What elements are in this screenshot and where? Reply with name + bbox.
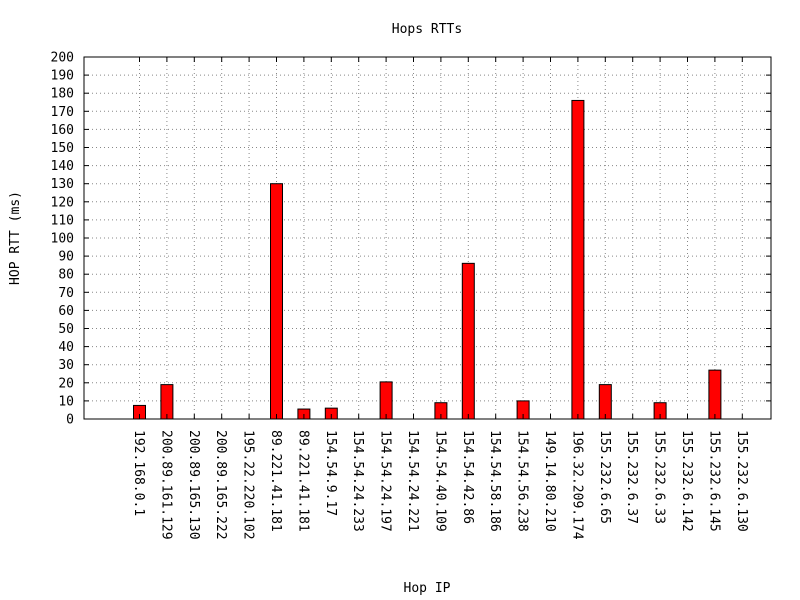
y-tick-label: 150 — [51, 141, 74, 156]
x-axis-label: Hop IP — [404, 581, 451, 596]
x-tick-label: 155.232.6.145 — [706, 430, 721, 532]
bar — [160, 384, 174, 420]
y-tick-label: 0 — [66, 413, 74, 428]
y-tick-label: 110 — [51, 213, 74, 228]
x-tick-label: 155.232.6.37 — [624, 430, 639, 524]
y-tick-label: 90 — [58, 250, 74, 265]
y-axis-ticks: 0 10 20 30 40 50 60 70 80 90 100 110 120 130 140 150 160… — [51, 51, 771, 428]
x-tick-label: 200.89.161.129 — [158, 430, 173, 540]
y-tick-label: 50 — [58, 322, 74, 337]
y-axis-label: HOP RTT (ms) — [8, 191, 23, 285]
y-tick-label: 200 — [51, 51, 74, 66]
x-tick-label: 155.232.6.142 — [679, 430, 694, 532]
x-tick-label: 154.54.24.233 — [350, 430, 365, 532]
x-tick-label: 200.89.165.130 — [186, 430, 201, 540]
x-tick-label: 155.232.6.33 — [652, 430, 667, 524]
y-tick-label: 70 — [58, 286, 74, 301]
y-tick-label: 130 — [51, 177, 74, 192]
x-tick-label: 155.232.6.65 — [597, 430, 612, 524]
y-tick-label: 190 — [51, 69, 74, 84]
y-tick-label: 170 — [51, 105, 74, 120]
x-tick-label: 154.54.24.197 — [378, 430, 393, 532]
bar — [461, 262, 475, 420]
x-axis-ticks: 192.168.0.1 200.89.161.129 200.89.165.130 2… — [131, 57, 749, 540]
y-tick-label: 120 — [51, 195, 74, 210]
bar — [708, 369, 722, 420]
x-tick-label: 192.168.0.1 — [131, 430, 146, 516]
bar — [598, 384, 612, 420]
x-tick-label: 154.54.24.221 — [405, 430, 420, 532]
x-tick-label: 154.54.56.238 — [515, 430, 530, 532]
x-tick-label: 154.54.9.17 — [323, 430, 338, 516]
chart-title: Hops RTTs — [392, 22, 462, 37]
x-tick-label: 89.221.41.181 — [295, 430, 310, 532]
x-tick-label: 200.89.165.222 — [213, 430, 228, 540]
y-tick-label: 10 — [58, 394, 74, 409]
bar — [379, 381, 393, 420]
grid-lines — [84, 57, 771, 419]
x-tick-label: 154.54.42.86 — [460, 430, 475, 524]
y-tick-label: 180 — [51, 87, 74, 102]
y-tick-label: 30 — [58, 358, 74, 373]
y-tick-label: 60 — [58, 304, 74, 319]
bars — [133, 99, 722, 420]
x-tick-label: 196.32.209.174 — [569, 430, 584, 540]
x-tick-label: 195.22.220.102 — [241, 430, 256, 540]
x-tick-label: 89.221.41.181 — [268, 430, 283, 532]
x-tick-label: 154.54.58.186 — [487, 430, 502, 532]
x-tick-label: 155.232.6.130 — [734, 430, 749, 532]
y-tick-label: 20 — [58, 376, 74, 391]
bar — [571, 99, 585, 420]
y-tick-label: 160 — [51, 123, 74, 138]
y-tick-label: 40 — [58, 340, 74, 355]
x-tick-label: 149.14.80.210 — [542, 430, 557, 532]
y-tick-label: 100 — [51, 232, 74, 247]
y-tick-label: 80 — [58, 268, 74, 283]
bar — [270, 183, 283, 420]
plot-frame — [83, 56, 772, 420]
x-tick-label: 154.54.40.109 — [432, 430, 447, 532]
y-tick-label: 140 — [51, 159, 74, 174]
